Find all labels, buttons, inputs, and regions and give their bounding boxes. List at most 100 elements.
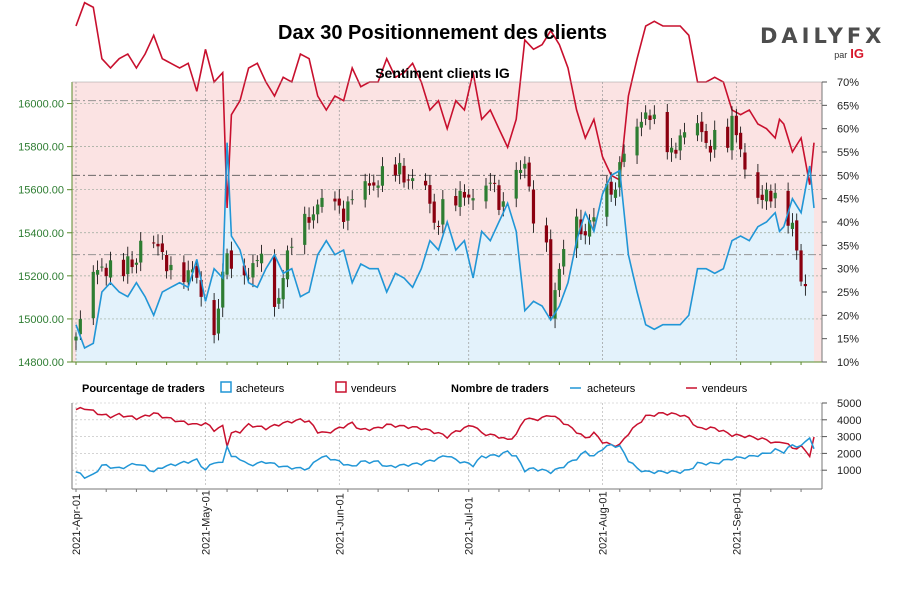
candle-body <box>587 220 592 237</box>
candle-body <box>285 250 290 280</box>
candle-body <box>247 277 251 279</box>
candle-body <box>307 217 311 223</box>
lower-panel-axes: 1000 2000 3000 4000 5000 <box>71 398 861 492</box>
candle-body <box>726 126 730 148</box>
x-axis-date-label: 2021-Jun-01 <box>334 493 346 555</box>
right-axis-tick-label: 30% <box>837 264 859 276</box>
upper-panel-axes: 14800.00 15000.00 15200.00 15400.00 15600.00… <box>18 77 859 369</box>
x-axis-date-label: 2021-Aug-01 <box>598 491 610 555</box>
candle-body <box>557 268 561 291</box>
candle-body <box>156 243 160 247</box>
candle-body <box>225 253 229 275</box>
candle-body <box>605 183 609 217</box>
candle-body <box>411 178 415 182</box>
candle-body <box>195 266 199 278</box>
candle-body <box>769 190 773 202</box>
candle-body <box>803 283 807 287</box>
candle-body <box>795 220 799 251</box>
candle-body <box>592 217 596 222</box>
candle-body <box>423 180 428 186</box>
candle-body <box>428 185 432 204</box>
candle-body <box>665 111 669 153</box>
x-axis-date-label: 2021-May-01 <box>200 490 212 555</box>
candle-body <box>756 172 760 198</box>
left-axis-tick-label: 15400.00 <box>18 228 64 240</box>
sellers-count-line <box>75 406 815 459</box>
chart-title: Dax 30 Positionnement des clients <box>278 22 607 44</box>
candle-body <box>644 112 648 119</box>
lower-right-axis-tick-label: 4000 <box>837 415 861 427</box>
left-axis-tick-label: 15200.00 <box>18 271 64 283</box>
sellers-percentage-path <box>75 1 815 209</box>
candle-body <box>786 190 790 226</box>
logo-ig: IG <box>850 46 864 61</box>
candle-body <box>562 249 566 267</box>
legend: Pourcentage de traders acheteurs vendeur… <box>82 381 748 395</box>
lower-right-axis-tick-label: 2000 <box>837 448 861 460</box>
lower-panel-lines <box>75 406 815 480</box>
logo-wordmark: DAILYFX <box>760 24 886 48</box>
candle-body <box>531 189 536 224</box>
candle-body <box>734 115 738 136</box>
x-axis-labels: 2021-Apr-01 2021-May-01 2021-Jun-01 2021-Ju… <box>71 490 743 555</box>
candle-body <box>704 131 708 143</box>
candle-body <box>708 145 713 153</box>
candle-body <box>432 201 436 223</box>
candle-body <box>730 115 734 151</box>
candle-body <box>648 115 652 121</box>
candle-body <box>462 191 467 198</box>
candle-body <box>367 183 372 186</box>
dailyfx-logo: DAILYFX par IG <box>760 24 886 64</box>
lower-right-axis-tick-label: 1000 <box>837 465 861 477</box>
right-axis-tick-label: 65% <box>837 100 859 112</box>
legend-count-title: Nombre de traders <box>451 383 549 395</box>
x-axis-date-label: 2021-Apr-01 <box>71 494 83 555</box>
lower-right-axis-tick-label: 3000 <box>837 432 861 444</box>
candle-body <box>488 182 492 184</box>
right-axis-tick-label: 70% <box>837 77 859 89</box>
candle-body <box>333 198 337 202</box>
right-axis-tick-label: 50% <box>837 170 859 182</box>
candle-body <box>182 262 186 283</box>
candle-body <box>130 259 134 268</box>
candle-body <box>583 231 587 236</box>
left-axis-tick-label: 15000.00 <box>18 314 64 326</box>
candle-body <box>272 256 277 307</box>
candle-body <box>393 164 397 176</box>
buyers-percentage-line <box>75 142 815 350</box>
candle-body <box>613 189 618 198</box>
candle-body <box>674 149 678 154</box>
candle-body <box>199 279 203 297</box>
candle-body <box>458 190 462 207</box>
candle-body <box>609 181 613 195</box>
candle-body <box>104 267 108 277</box>
candle-body <box>350 199 354 201</box>
candle-body <box>126 256 130 275</box>
candle-body <box>764 189 769 202</box>
logo-subline: par IG <box>834 46 864 61</box>
candle-body <box>311 214 315 221</box>
candle-body <box>121 259 126 277</box>
candle-body <box>221 271 225 308</box>
candle-body <box>544 225 549 243</box>
right-axis-tick-label: 20% <box>837 310 859 322</box>
candle-body <box>134 262 139 265</box>
candle-body <box>242 265 246 276</box>
candle-body <box>160 243 164 253</box>
candle-body <box>380 166 385 186</box>
candle-body <box>713 129 717 150</box>
candle-body <box>320 197 324 207</box>
buyers-count-line <box>75 436 815 480</box>
right-axis-tick-label: 15% <box>837 334 859 346</box>
candle-body <box>454 195 458 206</box>
candle-body <box>639 121 643 128</box>
right-axis-tick-label: 60% <box>837 124 859 136</box>
candle-body <box>255 260 259 262</box>
candle-body <box>493 182 497 184</box>
legend-pct-buyers-swatch <box>220 381 232 393</box>
candle-body <box>229 250 233 269</box>
candle-body <box>346 201 350 221</box>
chart-subtitle: Sentiment clients IG <box>375 65 510 81</box>
logo-par: par <box>834 50 848 60</box>
candle-body <box>669 147 674 153</box>
